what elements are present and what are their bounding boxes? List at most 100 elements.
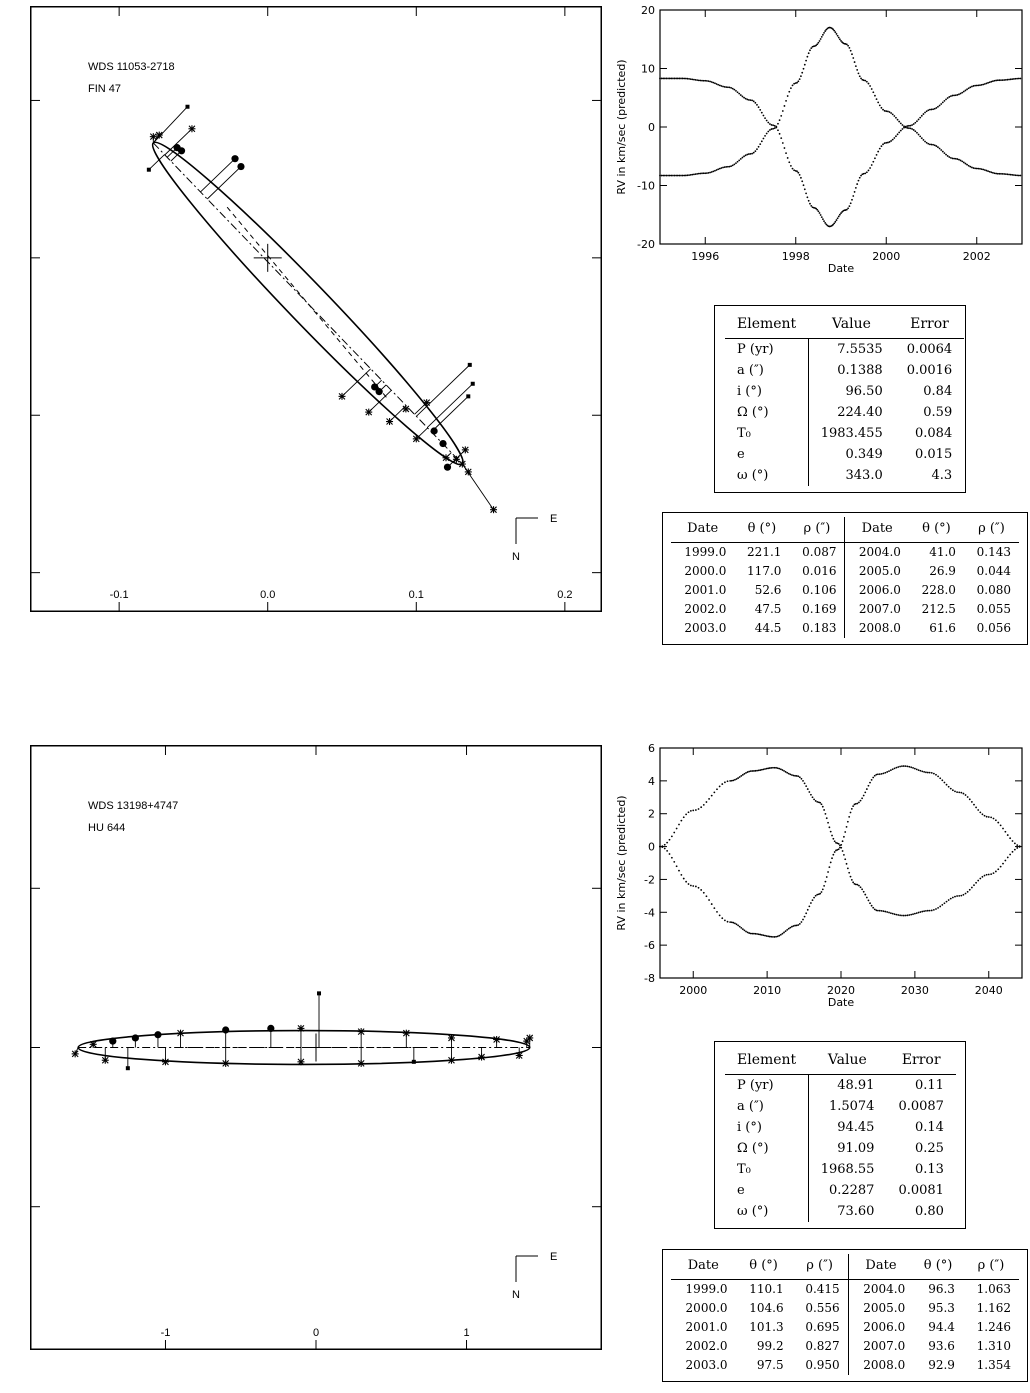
element-error: 0.0016 xyxy=(906,363,953,378)
ephemeris-table-fin47: Date θ (°) ρ (″) Date θ (°) ρ (″) 1999.0… xyxy=(662,512,1028,645)
theta-cell: 61.6 xyxy=(929,621,956,635)
observation-point xyxy=(177,1029,185,1037)
observation-point xyxy=(402,1029,410,1037)
observation-point xyxy=(447,1056,455,1064)
observation-point xyxy=(466,394,471,399)
observation-point xyxy=(467,362,472,367)
theta-cell: 44.5 xyxy=(754,621,782,635)
element-value: 73.60 xyxy=(837,1204,875,1219)
col-rho-2: ρ (″) xyxy=(962,1254,1019,1280)
observation-point xyxy=(297,1024,305,1032)
residual-line xyxy=(416,364,471,417)
rho-cell: 0.415 xyxy=(805,1282,840,1296)
y-tick-label: 10 xyxy=(641,63,655,76)
theta-cell: 117.0 xyxy=(747,564,782,578)
rv-frame xyxy=(659,9,1023,245)
date-cell: 2007.0 xyxy=(847,1337,914,1356)
theta-cell: 41.0 xyxy=(929,545,956,559)
element-value: 94.45 xyxy=(837,1120,875,1135)
element-row: a (″) 1.5074 0.0087 xyxy=(725,1096,956,1117)
rho-cell: 1.310 xyxy=(976,1339,1011,1353)
col-theta: θ (°) xyxy=(735,1254,792,1280)
element-row: i (°) 96.50 0.84 xyxy=(725,381,964,402)
col-value: Value xyxy=(808,310,895,339)
observation-point xyxy=(402,405,410,413)
observation-point xyxy=(526,1034,534,1042)
y-tick-label: -10 xyxy=(637,180,655,193)
y-tick-label: -8 xyxy=(644,972,655,985)
theta-cell: 221.1 xyxy=(747,545,782,559)
observation-point xyxy=(185,104,190,109)
date-cell: 2002.0 xyxy=(685,1339,728,1353)
element-name: a (″) xyxy=(725,360,809,381)
y-tick-label: -2 xyxy=(644,873,655,886)
residual-line xyxy=(341,368,371,397)
x-tick-label: -1 xyxy=(161,1327,171,1339)
observation-point xyxy=(357,1059,365,1067)
x-tick-label: 0.2 xyxy=(557,589,572,601)
date-cell: 2008.0 xyxy=(844,619,909,638)
rho-cell: 0.087 xyxy=(802,545,837,559)
element-row: a (″) 0.1388 0.0016 xyxy=(725,360,964,381)
x-tick-label: 1996 xyxy=(691,250,719,263)
date-cell: 2000.0 xyxy=(685,1301,728,1315)
col-theta-2: θ (°) xyxy=(913,1254,963,1280)
col-element: Element xyxy=(725,310,809,339)
element-name: a (″) xyxy=(725,1096,809,1117)
date-cell: 2003.0 xyxy=(685,1358,728,1372)
theta-cell: 228.0 xyxy=(921,583,956,597)
residual-line xyxy=(152,106,188,144)
date-cell: 2005.0 xyxy=(844,562,909,581)
observation-point xyxy=(423,399,431,407)
residual-line xyxy=(426,383,474,428)
rv-plot-fin47: 1996 1998 2000 2002 20 10 0 -10 -20 Date RV in km/… xyxy=(615,4,1023,275)
observation-point xyxy=(109,1037,117,1045)
rv-curve-secondary xyxy=(659,26,1022,177)
element-error: 0.11 xyxy=(915,1078,944,1093)
element-value: 7.5535 xyxy=(837,342,883,357)
element-name: P (yr) xyxy=(725,1074,809,1096)
rho-cell: 1.063 xyxy=(976,1282,1011,1296)
y-tick-label: 2 xyxy=(648,808,655,821)
x-tick-label: 0 xyxy=(313,1327,319,1339)
date-cell: 2004.0 xyxy=(844,542,909,562)
rho-cell: 0.055 xyxy=(976,602,1011,616)
orbit-plot-hu644: -1 0 1 WDS 13198+4747 HU 644 E N xyxy=(30,745,602,1350)
element-error: 4.3 xyxy=(931,468,953,483)
element-row: T₀ 1983.455 0.084 xyxy=(725,423,964,444)
element-name: ω (°) xyxy=(725,1201,809,1222)
observation-point xyxy=(155,131,163,139)
x-tick-label: 2000 xyxy=(679,984,707,997)
element-name: i (°) xyxy=(725,1117,809,1138)
element-error: 0.0087 xyxy=(898,1099,944,1114)
line-of-nodes xyxy=(226,206,389,401)
observation-point xyxy=(447,1034,455,1042)
rho-cell: 1.354 xyxy=(976,1358,1011,1372)
observation-point xyxy=(231,155,239,163)
col-theta: θ (°) xyxy=(734,517,790,543)
y-tick-label: -4 xyxy=(644,906,655,919)
observation-point xyxy=(470,381,475,386)
col-date-2: Date xyxy=(844,517,909,543)
ephemeris-row: 2002.0 47.5 0.169 2007.0 212.5 0.055 xyxy=(671,600,1019,619)
y-tick-label: 4 xyxy=(648,775,655,788)
element-name: ω (°) xyxy=(725,465,809,486)
x-tick-label: 2020 xyxy=(827,984,855,997)
theta-cell: 95.3 xyxy=(928,1301,955,1315)
rho-cell: 0.827 xyxy=(805,1339,840,1353)
observation-point xyxy=(154,1031,162,1039)
star-discoverer-code: FIN 47 xyxy=(88,83,121,95)
theta-cell: 47.5 xyxy=(754,602,782,616)
x-tick-label: 0.1 xyxy=(409,589,424,601)
theta-cell: 104.6 xyxy=(749,1301,784,1315)
element-value: 91.09 xyxy=(837,1141,875,1156)
rv-curve-secondary xyxy=(659,765,1021,938)
residual-line xyxy=(206,166,242,200)
element-error: 0.0081 xyxy=(898,1183,944,1198)
element-name: e xyxy=(725,1180,809,1201)
residual-line xyxy=(148,154,165,171)
observation-point xyxy=(188,125,196,133)
date-cell: 2006.0 xyxy=(844,581,909,600)
element-row: P (yr) 7.5535 0.0064 xyxy=(725,338,964,360)
theta-cell: 94.4 xyxy=(928,1320,955,1334)
